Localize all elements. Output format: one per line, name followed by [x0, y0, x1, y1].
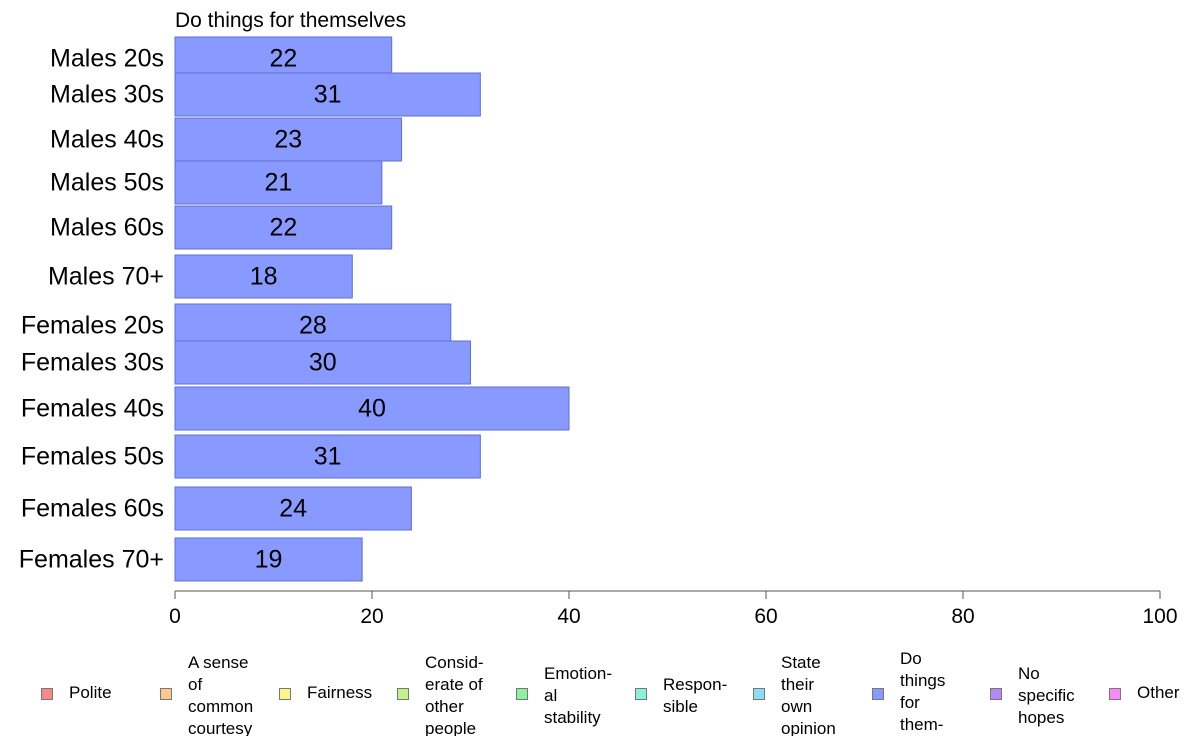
legend-label: Other: [1137, 683, 1180, 702]
data-label: 22: [269, 45, 297, 73]
x-tick-label: 60: [754, 605, 777, 628]
legend-swatch: [160, 688, 172, 700]
bar-females-70-: [174, 537, 363, 582]
legend-label: Consid- erate of other people: [425, 653, 484, 736]
category-label: Females 40s: [21, 395, 164, 423]
data-label: 31: [314, 81, 342, 109]
bar-females-50s: [174, 434, 481, 479]
category-label: Females 60s: [21, 495, 164, 523]
bar-chart: Do things for themselves Males 20s 22 Male…: [19, 9, 1178, 628]
legend-swatch: [1109, 688, 1121, 700]
legend-swatch: [279, 688, 291, 700]
category-label: Females 70+: [19, 546, 164, 574]
data-label: 28: [299, 312, 327, 340]
legend-swatch: [41, 688, 53, 700]
bar-males-30s: [174, 72, 481, 117]
legend-label: Respon- sible: [663, 675, 728, 716]
legend-swatch: [753, 688, 765, 700]
legend-label: Emotion- al stability: [544, 664, 613, 727]
legend-swatch: [872, 688, 884, 700]
x-tick-label: 0: [169, 605, 181, 628]
category-label: Males 30s: [50, 81, 164, 109]
x-tick-label: 100: [1142, 605, 1177, 628]
data-label: 23: [274, 126, 302, 154]
legend: Polite A sense of common courtesy Fairness…: [0, 648, 1188, 736]
category-label: Males 70+: [48, 263, 164, 291]
bar-males-40s: [174, 117, 403, 162]
bar-females-30s: [174, 340, 471, 385]
data-label: 21: [265, 169, 293, 197]
bar-males-70-: [174, 254, 353, 299]
category-label: Females 50s: [21, 443, 164, 471]
x-tick-label: 80: [951, 605, 974, 628]
legend-swatch: [635, 688, 647, 700]
bar-males-50s: [174, 160, 383, 205]
category-label: Females 20s: [21, 312, 164, 340]
category-label: Females 30s: [21, 349, 164, 377]
data-label: 30: [309, 349, 337, 377]
legend-swatch: [397, 688, 409, 700]
legend-swatch: [516, 688, 528, 700]
x-tick-label: 20: [360, 605, 383, 628]
legend-label: Do things for them- selves: [900, 649, 946, 734]
legend-label: A sense of common courtesy: [188, 653, 254, 736]
data-label: 24: [279, 495, 307, 523]
x-tick-label: 40: [557, 605, 580, 628]
legend-label: Fairness: [307, 683, 373, 702]
bar-females-40s: [174, 386, 570, 431]
category-label: Males 60s: [50, 214, 164, 242]
category-label: Males 50s: [50, 169, 164, 197]
legend-label: Polite: [69, 683, 112, 702]
data-label: 18: [250, 263, 278, 291]
data-label: 31: [314, 443, 342, 471]
category-label: Males 40s: [50, 126, 164, 154]
chart-title: Do things for themselves: [175, 9, 406, 32]
data-label: 40: [358, 395, 386, 423]
legend-label: No specific hopes: [1018, 664, 1075, 727]
bar-females-60s: [174, 486, 412, 531]
bar-males-60s: [174, 205, 393, 250]
data-label: 19: [255, 546, 283, 574]
data-label: 22: [269, 214, 297, 242]
category-label: Males 20s: [50, 45, 164, 73]
legend-label: State their own opinion: [781, 653, 836, 736]
legend-swatch: [990, 688, 1002, 700]
